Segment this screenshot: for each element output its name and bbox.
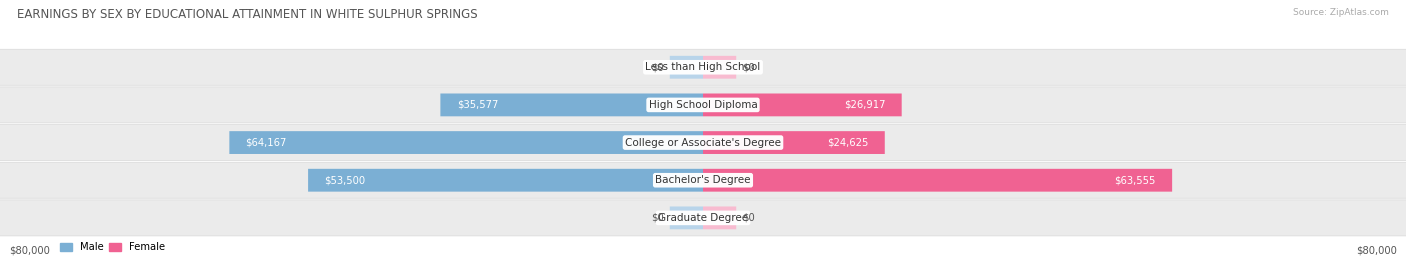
Text: Bachelor's Degree: Bachelor's Degree [655, 175, 751, 185]
Text: Source: ZipAtlas.com: Source: ZipAtlas.com [1294, 8, 1389, 17]
FancyBboxPatch shape [703, 56, 737, 79]
Text: Less than High School: Less than High School [645, 62, 761, 72]
Text: Graduate Degree: Graduate Degree [658, 213, 748, 223]
Text: $0: $0 [651, 62, 664, 72]
Text: $53,500: $53,500 [325, 175, 366, 185]
Text: $0: $0 [742, 213, 755, 223]
Text: $80,000: $80,000 [1355, 245, 1396, 255]
FancyBboxPatch shape [703, 207, 737, 229]
FancyBboxPatch shape [669, 207, 703, 229]
FancyBboxPatch shape [229, 131, 703, 154]
Text: $64,167: $64,167 [246, 137, 287, 148]
FancyBboxPatch shape [703, 131, 884, 154]
FancyBboxPatch shape [0, 162, 1406, 198]
FancyBboxPatch shape [440, 94, 703, 116]
Text: $26,917: $26,917 [844, 100, 886, 110]
Text: $80,000: $80,000 [10, 245, 51, 255]
FancyBboxPatch shape [0, 125, 1406, 161]
FancyBboxPatch shape [308, 169, 703, 192]
FancyBboxPatch shape [0, 49, 1406, 85]
FancyBboxPatch shape [669, 56, 703, 79]
Text: $24,625: $24,625 [827, 137, 869, 148]
Text: EARNINGS BY SEX BY EDUCATIONAL ATTAINMENT IN WHITE SULPHUR SPRINGS: EARNINGS BY SEX BY EDUCATIONAL ATTAINMEN… [17, 8, 478, 21]
Text: $63,555: $63,555 [1115, 175, 1156, 185]
Text: High School Diploma: High School Diploma [648, 100, 758, 110]
FancyBboxPatch shape [0, 200, 1406, 236]
Text: College or Associate's Degree: College or Associate's Degree [626, 137, 780, 148]
FancyBboxPatch shape [703, 94, 901, 116]
Legend: Male, Female: Male, Female [59, 242, 166, 252]
Text: $35,577: $35,577 [457, 100, 498, 110]
FancyBboxPatch shape [703, 169, 1173, 192]
Text: $0: $0 [651, 213, 664, 223]
Text: $0: $0 [742, 62, 755, 72]
FancyBboxPatch shape [0, 87, 1406, 123]
